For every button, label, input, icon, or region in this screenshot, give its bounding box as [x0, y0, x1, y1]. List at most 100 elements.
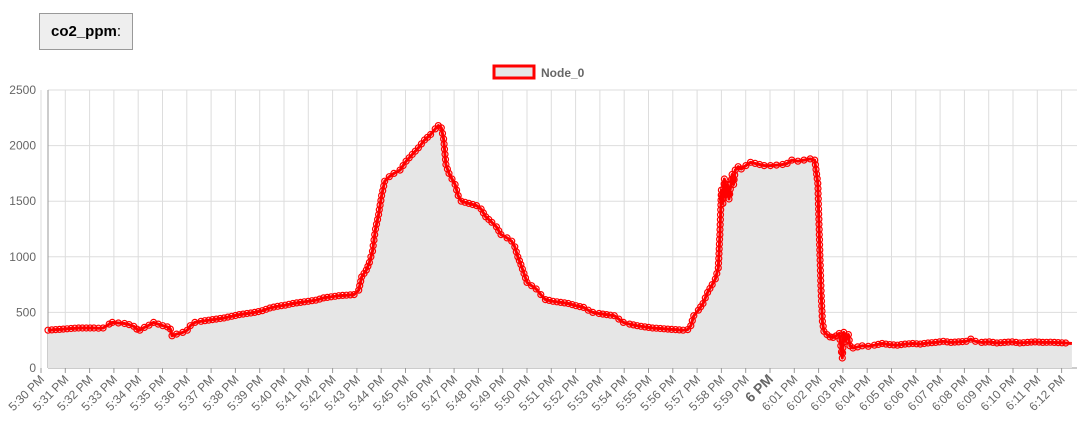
data-point	[545, 296, 553, 304]
data-point	[812, 165, 820, 173]
data-point	[1008, 338, 1016, 346]
data-point	[443, 165, 451, 173]
data-point	[715, 240, 724, 248]
data-point	[197, 317, 205, 325]
data-point	[737, 165, 745, 173]
data-point	[675, 326, 683, 334]
data-point	[714, 264, 722, 272]
data-point	[812, 170, 821, 178]
data-point	[52, 326, 60, 334]
data-point	[262, 305, 270, 313]
data-point	[985, 338, 993, 346]
data-point	[251, 308, 259, 316]
data-point	[816, 251, 824, 259]
data-point	[931, 338, 940, 346]
data-point	[815, 215, 823, 223]
data-point	[637, 322, 645, 330]
data-point	[63, 325, 71, 333]
data-point	[905, 340, 913, 348]
data-point	[316, 295, 324, 303]
data-point	[523, 278, 531, 286]
data-point	[1050, 338, 1058, 346]
data-point	[1035, 338, 1043, 346]
data-point	[901, 340, 909, 348]
data-point	[814, 195, 822, 203]
data-point	[816, 261, 824, 269]
data-point	[339, 291, 347, 299]
data-point	[281, 301, 289, 309]
data-point	[599, 310, 607, 318]
data-point	[806, 155, 814, 163]
data-point	[375, 210, 383, 219]
data-point	[274, 302, 282, 310]
data-point	[270, 303, 278, 311]
data-point	[719, 199, 727, 207]
data-point	[376, 201, 384, 209]
data-point	[778, 160, 787, 169]
data-point	[715, 254, 723, 262]
data-point	[811, 161, 820, 169]
data-point	[716, 221, 724, 229]
data-point	[560, 299, 569, 307]
data-point	[951, 338, 959, 346]
data-point	[319, 294, 328, 302]
data-point	[82, 324, 90, 332]
data-point	[1054, 339, 1062, 347]
data-point	[726, 185, 734, 193]
data-point	[515, 257, 524, 265]
data-point	[1012, 338, 1020, 346]
data-point	[44, 326, 52, 334]
legend-swatch-node-0[interactable]	[492, 64, 536, 80]
legend[interactable]: Node_0	[492, 64, 585, 80]
data-point	[730, 176, 738, 184]
data-point	[94, 324, 103, 332]
data-point	[889, 341, 898, 349]
data-point	[377, 196, 385, 204]
data-point	[521, 274, 530, 282]
data-point	[224, 313, 232, 321]
y-tick-label: 2000	[9, 139, 36, 153]
data-point	[839, 344, 847, 352]
data-point	[815, 210, 823, 218]
data-point	[893, 341, 902, 349]
data-point	[212, 315, 220, 323]
data-point	[817, 287, 825, 295]
data-point	[296, 298, 305, 306]
data-point	[300, 298, 308, 306]
y-tick-label: 1500	[9, 194, 36, 208]
data-point	[751, 159, 759, 167]
y-axis: 0 500 1000 1500 2000 2500	[9, 83, 49, 375]
data-point	[667, 325, 676, 333]
data-point	[371, 225, 380, 233]
legend-label-node-0[interactable]: Node_0	[541, 66, 585, 80]
data-point	[610, 312, 618, 320]
data-point	[817, 277, 825, 285]
data-point	[346, 291, 354, 299]
data-point	[886, 341, 894, 349]
data-point	[818, 302, 826, 310]
y-tick-label: 2500	[9, 83, 36, 97]
data-point	[838, 354, 846, 362]
data-point	[120, 319, 129, 328]
data-point	[342, 291, 350, 299]
data-point	[993, 339, 1001, 347]
data-point	[746, 158, 755, 166]
data-point	[441, 155, 450, 163]
data-point	[99, 324, 107, 332]
data-point	[909, 339, 917, 348]
series-area-node-0	[48, 125, 1072, 368]
data-point	[648, 324, 657, 332]
data-point	[725, 195, 733, 203]
data-point	[508, 237, 516, 245]
data-point	[461, 198, 469, 206]
data-point	[679, 326, 687, 334]
data-point	[511, 243, 519, 251]
data-point	[304, 297, 312, 305]
data-point	[1027, 338, 1035, 346]
data-point	[816, 246, 824, 254]
data-point	[815, 241, 824, 249]
data-point	[645, 323, 653, 331]
data-point	[841, 337, 850, 345]
data-point	[818, 312, 826, 320]
